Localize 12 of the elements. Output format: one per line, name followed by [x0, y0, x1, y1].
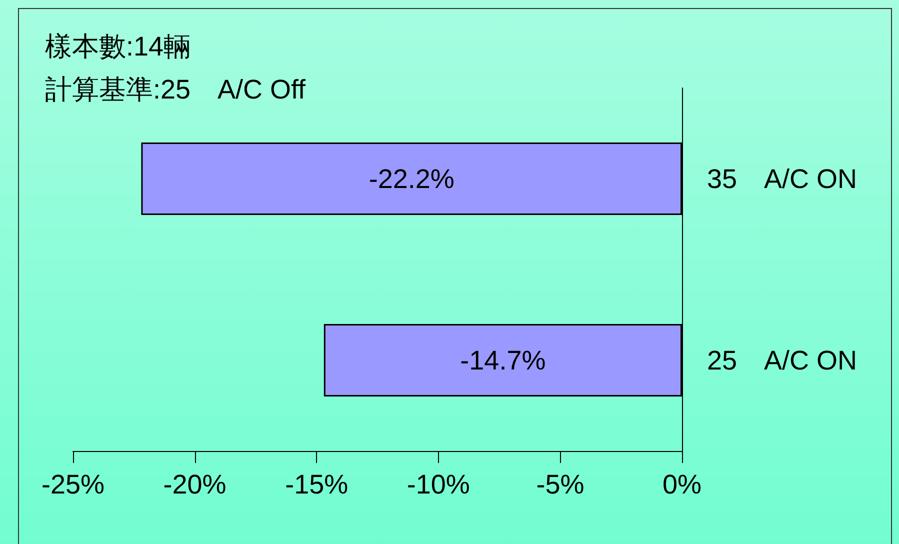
x-tick-label: -15% — [285, 470, 348, 500]
x-tick-label: 0% — [662, 470, 702, 500]
y-tick-label: 25 A/C ON — [707, 345, 858, 376]
x-tick-label: -5% — [536, 470, 584, 500]
chart-title: 樣本數:14輛 — [45, 32, 191, 62]
data-label: -14.7% — [460, 345, 546, 376]
data-label: -22.2% — [368, 164, 454, 194]
x-tick-label: -10% — [406, 470, 470, 500]
x-tick-label: -25% — [41, 470, 105, 500]
y-tick-label: 35 A/C ON — [707, 164, 858, 194]
chart-subtitle: 計算基準:25 A/C Off — [45, 74, 306, 104]
x-tick-label: -20% — [163, 470, 226, 500]
